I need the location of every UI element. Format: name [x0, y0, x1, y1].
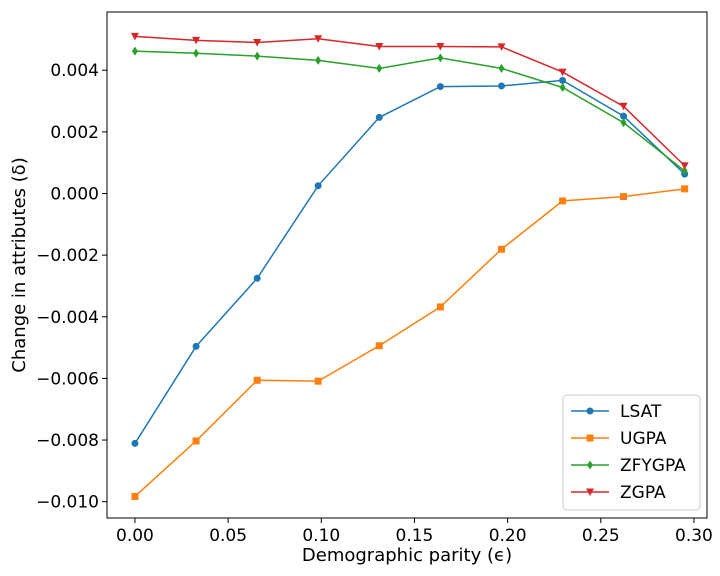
y-tick-label: −0.010 — [36, 493, 99, 513]
series-zgpa — [130, 32, 689, 170]
legend-marker-zfygpa — [587, 460, 593, 470]
series-lsat — [131, 76, 689, 447]
data-point-zgpa — [436, 43, 445, 51]
series-line-lsat — [134, 79, 686, 444]
data-point-zfygpa — [131, 46, 138, 56]
data-point-zgpa — [192, 36, 201, 45]
data-point-zgpa — [497, 43, 506, 51]
legend-item-lsat: LSAT — [571, 402, 662, 422]
data-point-ugpa — [436, 303, 444, 311]
x-tick-label: 0.30 — [675, 526, 713, 546]
data-point-zgpa — [314, 35, 323, 43]
data-point-zgpa — [558, 68, 567, 77]
data-point-lsat — [375, 113, 383, 121]
x-axis-label: Demographic parity (ϵ) — [302, 545, 512, 566]
data-point-zfygpa — [376, 63, 383, 73]
legend-item-ugpa: UGPA — [571, 429, 667, 449]
x-tick-label: 0.20 — [489, 526, 527, 546]
data-point-lsat — [253, 274, 261, 282]
x-tick-label: 0.00 — [116, 526, 154, 546]
legend-marker-ugpa — [586, 434, 594, 442]
data-point-ugpa — [559, 197, 567, 205]
data-point-lsat — [436, 83, 444, 91]
data-point-ugpa — [253, 376, 261, 384]
data-point-zgpa — [619, 102, 628, 111]
x-tick-label: 0.25 — [582, 526, 620, 546]
legend-label-ugpa: UGPA — [620, 429, 667, 449]
legend-marker-zgpa — [586, 488, 594, 496]
data-point-zfygpa — [681, 166, 688, 176]
data-point-ugpa — [497, 245, 505, 253]
y-axis-label: Change in attributes (δ) — [9, 157, 30, 372]
data-point-zfygpa — [315, 55, 322, 65]
data-point-zfygpa — [559, 82, 566, 92]
data-point-lsat — [131, 439, 139, 447]
data-point-lsat — [620, 112, 628, 120]
data-point-ugpa — [192, 437, 200, 445]
data-point-ugpa — [681, 185, 689, 193]
legend: LSAT UGPA ZFYGPA ZGPA — [562, 394, 701, 511]
legend-label-zgpa: ZGPA — [620, 483, 666, 503]
y-tick-label: 0.004 — [50, 61, 99, 81]
data-point-zfygpa — [193, 48, 200, 58]
y-tick-label: 0.002 — [50, 123, 99, 143]
legend-box — [562, 394, 701, 511]
legend-item-zfygpa: ZFYGPA — [571, 456, 686, 476]
x-tick-label: 0.05 — [209, 526, 247, 546]
data-point-lsat — [497, 82, 505, 90]
series-line-zgpa — [134, 35, 686, 167]
legend-item-zgpa: ZGPA — [571, 483, 666, 503]
series-ugpa — [131, 185, 689, 500]
y-tick-label: −0.004 — [36, 308, 99, 328]
data-point-zfygpa — [437, 53, 444, 63]
data-point-lsat — [559, 76, 567, 84]
data-point-zfygpa — [498, 63, 505, 73]
series-zfygpa — [131, 46, 688, 176]
data-point-ugpa — [375, 342, 383, 350]
data-point-zgpa — [253, 39, 262, 47]
plot-frame — [106, 11, 708, 519]
legend-label-zfygpa: ZFYGPA — [620, 456, 686, 476]
data-point-lsat — [192, 342, 200, 350]
data-point-ugpa — [314, 377, 322, 385]
legend-marker-lsat — [586, 407, 594, 415]
data-point-ugpa — [131, 492, 139, 500]
series-line-ugpa — [134, 188, 685, 497]
y-tick-label: −0.002 — [36, 246, 99, 266]
data-point-zfygpa — [620, 118, 627, 128]
y-axis: −0.010 −0.008 −0.006 −0.004 −0.002 0.000 0.002… — [36, 61, 107, 513]
x-tick-label: 0.15 — [396, 526, 434, 546]
series-line-zfygpa — [134, 50, 686, 172]
data-point-zgpa — [680, 162, 689, 170]
x-axis: 0.00 0.05 0.10 0.15 0.20 0.25 0.30 — [116, 518, 713, 546]
legend-label-lsat: LSAT — [620, 402, 662, 422]
y-tick-label: −0.006 — [36, 369, 99, 389]
y-tick-label: 0.000 — [50, 185, 99, 205]
series-layer — [130, 32, 689, 500]
y-tick-label: −0.008 — [36, 431, 99, 451]
data-point-zgpa — [130, 32, 139, 41]
data-point-ugpa — [620, 193, 628, 201]
x-tick-label: 0.10 — [302, 526, 340, 546]
data-point-zgpa — [375, 43, 384, 51]
data-point-lsat — [314, 182, 322, 190]
data-point-zfygpa — [254, 51, 261, 61]
